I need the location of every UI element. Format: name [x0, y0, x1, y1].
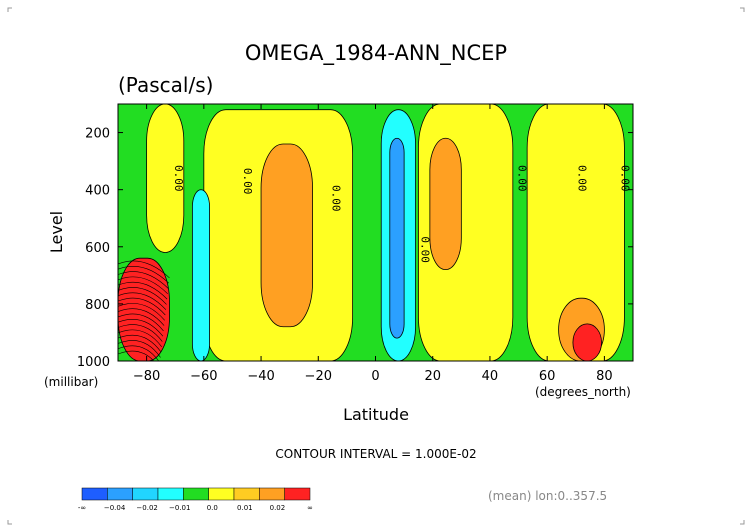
plot-area	[118, 104, 633, 361]
dense-contour-line	[118, 319, 164, 337]
dense-contour-line	[118, 281, 168, 300]
x-tick-label: 40	[482, 369, 499, 384]
x-tick-label: −40	[247, 369, 274, 384]
colorbar-swatch	[81, 487, 108, 501]
contour-label: 0.00	[619, 165, 632, 192]
y-tick-label: 1000	[77, 355, 110, 370]
chart-title: OMEGA_1984-ANN_NCEP	[245, 41, 507, 66]
y-axis-units: (millibar)	[44, 375, 98, 389]
y-tick-label: 800	[85, 298, 110, 313]
dense-contour-line	[118, 308, 165, 326]
x-tick-label: 60	[539, 369, 556, 384]
colorbar-label: 0.01	[237, 504, 253, 512]
contour-label: 0.00	[576, 165, 589, 192]
dense-contour-line	[118, 260, 170, 279]
x-tick-label: −60	[190, 369, 217, 384]
x-axis-ticks: −80 −60 −40 −20 0 20 40 60 80	[133, 104, 613, 384]
contour-region-1	[146, 104, 185, 253]
colorbar-label: ∞	[307, 504, 313, 512]
colorbar-label: −0.01	[169, 504, 190, 512]
colorbar-label: −0.02	[136, 504, 157, 512]
dense-contour-line	[118, 350, 155, 361]
dense-contour-line	[118, 313, 164, 332]
x-axis-units: (degrees_north)	[535, 385, 631, 399]
colorbar-label: −0.04	[104, 504, 126, 512]
x-tick-label: −20	[305, 369, 332, 384]
colorbar-swatch	[259, 487, 285, 501]
contour-regions	[118, 104, 625, 361]
contour-labels: 0.00 0.00 0.00 0.00 0.00 0.00 0.00	[172, 165, 631, 263]
y-axis-ticks: 200 400 600 800 1000	[77, 127, 633, 370]
chart-subtitle: (Pascal/s)	[118, 73, 213, 97]
colorbar-swatch	[107, 487, 133, 501]
dense-contour-line	[118, 276, 168, 295]
contour-label: 0.00	[418, 236, 431, 263]
y-axis-label: Level	[47, 211, 66, 253]
colorbar-label: 0.02	[270, 504, 286, 512]
dense-contour-line	[118, 334, 162, 353]
colorbar-swatch	[208, 487, 235, 501]
contour-region-12	[389, 137, 405, 339]
colorbar: -∞ −0.04 −0.02 −0.01 0.0 0.01 0.02 ∞	[78, 487, 313, 512]
colorbar-swatch	[183, 487, 209, 501]
colorbar-swatch	[157, 487, 184, 501]
x-tick-label: 20	[424, 369, 441, 384]
colorbar-swatch	[284, 487, 311, 501]
x-tick-label: −80	[133, 369, 160, 384]
colorbar-swatch	[132, 487, 159, 501]
dense-contour-line	[118, 292, 167, 310]
dense-contour-line	[118, 329, 162, 347]
footnote-mean-lon: (mean) lon:0..357.5	[488, 489, 607, 503]
dense-contour-line	[118, 297, 166, 316]
x-axis-label: Latitude	[343, 405, 409, 424]
dense-contour-line	[118, 345, 159, 361]
dense-contour-line	[118, 303, 165, 321]
y-tick-label: 600	[85, 241, 110, 256]
contour-label: 0.00	[172, 165, 185, 192]
dense-contour-line	[118, 287, 167, 305]
colorbar-swatch	[233, 487, 260, 501]
dense-contour-line	[118, 340, 161, 358]
contour-lines-dense	[118, 260, 170, 361]
x-tick-label: 80	[596, 369, 613, 384]
x-tick-label: 0	[371, 369, 379, 384]
dense-contour-line	[118, 324, 163, 342]
contour-label: 0.00	[330, 185, 343, 212]
y-tick-label: 200	[85, 127, 110, 142]
contour-label: 0.00	[516, 165, 529, 192]
y-tick-label: 400	[85, 184, 110, 199]
dense-contour-line	[118, 266, 170, 284]
page-corner-marks	[7, 7, 745, 525]
colorbar-label: -∞	[78, 504, 86, 512]
contour-region-3	[260, 143, 313, 328]
contour-region-10	[191, 189, 210, 361]
contour-label: 0.00	[241, 168, 254, 195]
contour-region-5	[429, 137, 462, 271]
contour-interval-text: CONTOUR INTERVAL = 1.000E-02	[275, 447, 476, 461]
contour-region-9	[572, 323, 602, 361]
dense-contour-line	[118, 271, 169, 289]
colorbar-label: 0.0	[207, 504, 218, 512]
contour-region-6	[526, 104, 625, 361]
